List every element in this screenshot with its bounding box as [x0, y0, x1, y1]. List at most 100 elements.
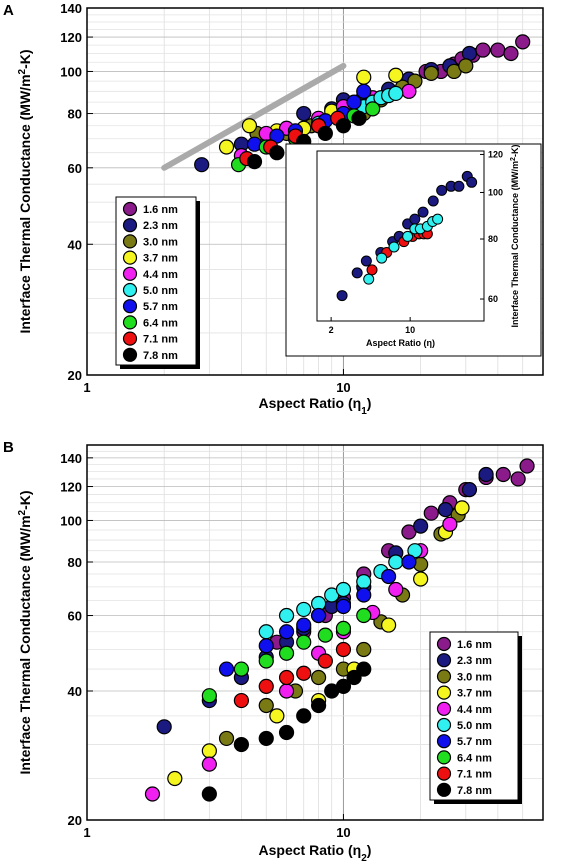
data-point	[490, 42, 506, 58]
x-axis-title-end: )	[367, 395, 372, 411]
legend-entry: 2.3 nm	[143, 220, 178, 232]
data-point	[335, 641, 352, 658]
data-point	[388, 67, 404, 83]
legend-entry: 6.4 nm	[457, 752, 492, 764]
data-point	[388, 581, 404, 598]
data-point	[258, 638, 274, 654]
data-point	[296, 634, 312, 650]
data-point	[381, 617, 397, 633]
legend-entry: 3.0 nm	[457, 671, 492, 683]
x-tick-label: 10	[336, 380, 350, 395]
data-point	[194, 157, 210, 173]
data-point	[258, 678, 274, 695]
data-point	[413, 518, 429, 534]
inset-y-axis-title: Interface Thermal Conductance (MW/m2-K)	[510, 145, 521, 328]
data-point	[144, 786, 161, 802]
data-points	[194, 34, 531, 173]
x-tick-label: 10	[336, 825, 350, 840]
x-axis-title-text: Aspect Ratio (η	[259, 395, 362, 411]
legend-entry: 7.1 nm	[457, 769, 492, 781]
data-point	[233, 736, 249, 753]
inset-y-axis-title-superscript: 2	[510, 157, 517, 161]
legend-entry: 5.7 nm	[457, 736, 492, 748]
legend-marker	[122, 234, 138, 249]
legend-marker	[436, 669, 452, 684]
y-tick-label: 120	[60, 480, 82, 495]
x-axis-title: Aspect Ratio (η2)	[259, 842, 372, 864]
inset-data-point	[417, 206, 429, 218]
data-point	[475, 42, 491, 58]
data-point	[278, 607, 295, 624]
data-point	[296, 601, 312, 618]
data-point	[381, 568, 397, 585]
y-tick-label: 100	[60, 513, 82, 528]
data-point	[401, 554, 417, 570]
legend-entry: 1.6 nm	[143, 204, 178, 216]
data-point	[269, 145, 285, 161]
legend-marker	[436, 685, 452, 700]
legend-entry: 3.7 nm	[143, 253, 178, 265]
legend: 1.6 nm 2.3 nm 3.0 nm 3.7 nm 4.4 nm 5.0 nm 5.7 …	[429, 631, 522, 804]
data-point	[365, 101, 381, 117]
data-point	[356, 83, 372, 99]
inset-data-point	[351, 267, 363, 279]
data-point	[317, 125, 333, 142]
y-tick-label: 140	[60, 1, 82, 16]
inset-data-point	[402, 230, 414, 242]
legend-entry: 5.0 nm	[457, 720, 492, 732]
legend-marker	[122, 201, 138, 217]
inset-data-point	[409, 213, 421, 225]
inset-data-point	[336, 290, 348, 302]
data-point	[515, 34, 531, 50]
data-points	[144, 458, 535, 802]
data-point	[461, 45, 478, 62]
legend-entry: 7.1 nm	[143, 334, 178, 346]
y-tick-label: 20	[68, 813, 82, 828]
inset-data-point	[466, 176, 478, 188]
y-tick-label: 60	[68, 161, 82, 176]
data-point	[458, 58, 474, 74]
data-point	[437, 502, 454, 518]
legend-entry: 2.3 nm	[457, 655, 492, 667]
legend-entry: 3.0 nm	[143, 236, 178, 248]
inset-data-point	[360, 255, 372, 267]
legend-marker	[122, 331, 138, 346]
y-axis-title-superscript: 2	[17, 68, 28, 74]
inset-frame	[316, 150, 485, 322]
legend-entry: 5.7 nm	[143, 301, 178, 313]
data-point	[258, 697, 274, 714]
data-point	[201, 688, 217, 704]
data-point	[296, 665, 312, 681]
y-axis-title: Interface Thermal Conductance (MW/m2-K)	[17, 490, 34, 774]
y-tick-label: 40	[68, 684, 82, 699]
legend-marker	[122, 282, 138, 298]
data-point	[388, 85, 404, 102]
legend-marker	[122, 315, 138, 330]
data-point	[296, 617, 312, 633]
data-point	[310, 607, 327, 624]
inset-x-tick-label: 10	[405, 325, 415, 335]
y-tick-label: 80	[68, 107, 82, 122]
legend-marker	[436, 766, 452, 781]
y-axis-title-text: Interface Thermal Conductance (MW/m	[17, 74, 33, 333]
inset-y-tick-label: 100	[488, 187, 503, 197]
y-axis-title-superscript: 2	[17, 509, 28, 515]
data-point	[335, 620, 352, 636]
data-point	[201, 743, 217, 759]
inset-data-point	[453, 180, 465, 192]
data-point	[278, 669, 295, 686]
legend-marker	[122, 299, 138, 314]
x-axis-title-end: )	[367, 842, 372, 858]
data-point	[201, 786, 217, 802]
data-point	[246, 154, 263, 170]
data-point	[258, 624, 274, 640]
y-tick-label: 100	[60, 64, 82, 79]
data-point	[335, 598, 352, 615]
legend-marker	[436, 782, 452, 797]
plot-frame	[86, 7, 544, 376]
panel-label: A	[3, 2, 14, 19]
data-point	[356, 587, 372, 603]
legend-marker	[122, 266, 138, 281]
data-point	[310, 697, 327, 714]
